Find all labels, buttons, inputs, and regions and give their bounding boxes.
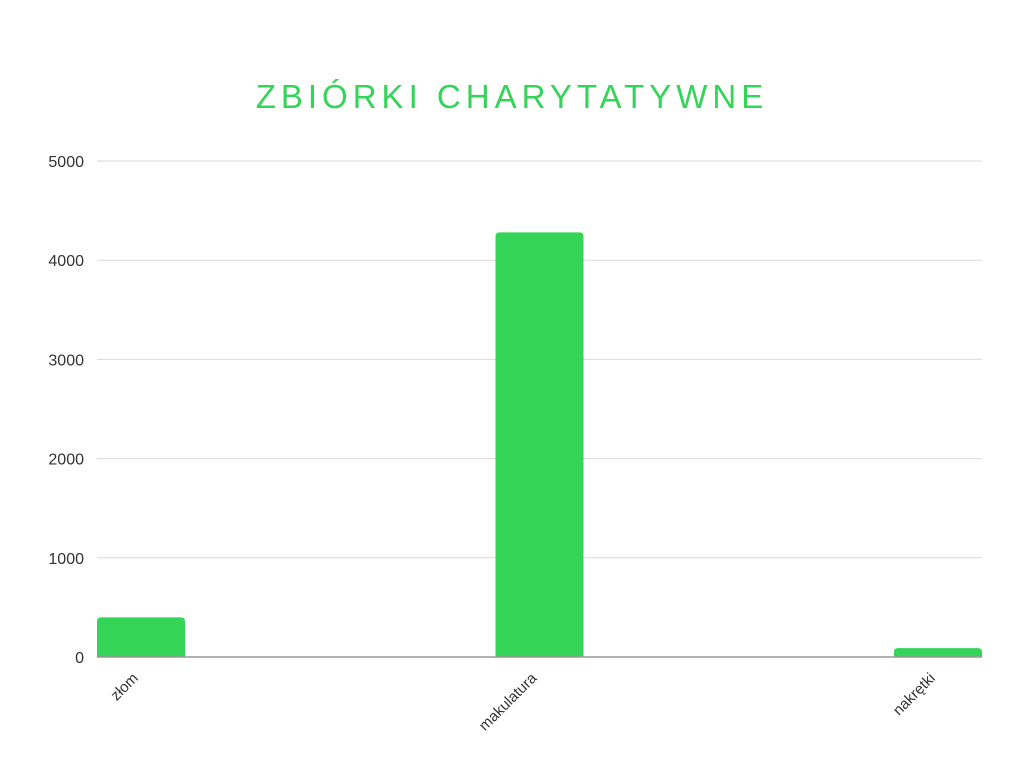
x-category-label: makulatura <box>476 669 541 734</box>
bar-1 <box>495 232 584 657</box>
y-tick-label: 5000 <box>48 154 84 171</box>
bar-0 <box>97 617 185 657</box>
y-tick-label: 1000 <box>48 551 84 568</box>
bar-2 <box>894 648 982 657</box>
x-category-label: złom <box>107 670 141 704</box>
y-tick-label: 4000 <box>48 253 84 270</box>
y-tick-label: 3000 <box>48 352 84 369</box>
y-tick-label: 0 <box>75 650 84 667</box>
y-tick-label: 2000 <box>48 452 84 469</box>
chart-title: ZBIÓRKI CHARYTATYWNE <box>255 78 769 115</box>
x-category-label: nakrętki <box>890 670 939 719</box>
